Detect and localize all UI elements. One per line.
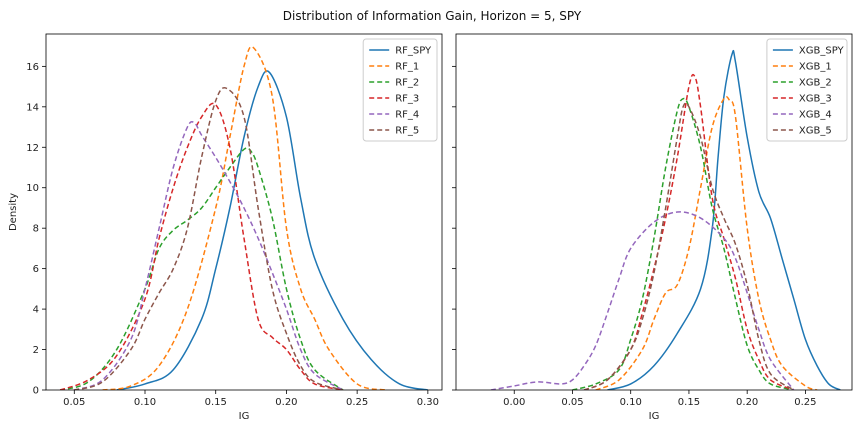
legend-label: RF_5 bbox=[395, 126, 419, 137]
series-line-xgb-1 bbox=[595, 95, 818, 390]
plot-lines bbox=[59, 46, 429, 390]
series-line-rf-2 bbox=[59, 147, 344, 390]
x-tick-label: 0.15 bbox=[678, 397, 700, 408]
legend-label: RF_3 bbox=[395, 94, 419, 105]
series-line-xgb-4 bbox=[490, 211, 795, 390]
series-line-rf-3 bbox=[59, 102, 344, 390]
y-tick-label: 0 bbox=[33, 386, 39, 397]
y-tick-label: 4 bbox=[33, 305, 39, 316]
legend: XGB_SPY XGB_1 XGB_2 XGB_3 XGB_4 XGB_5 bbox=[766, 38, 848, 142]
legend-label: XGB_5 bbox=[799, 126, 832, 137]
x-tick-label: 0.30 bbox=[417, 397, 439, 408]
figure-title: Distribution of Information Gain, Horizo… bbox=[283, 9, 582, 23]
y-tick-label: 6 bbox=[33, 264, 39, 275]
x-axis-label: IG bbox=[239, 411, 250, 422]
x-tick-label: 0.25 bbox=[346, 397, 368, 408]
y-tick-label: 10 bbox=[26, 183, 39, 194]
plot-lines bbox=[490, 49, 841, 390]
series-line-xgb-spy bbox=[607, 49, 841, 390]
y-tick-label: 8 bbox=[33, 224, 39, 235]
x-tick-label: 0.25 bbox=[794, 397, 816, 408]
series-line-rf-1 bbox=[102, 46, 386, 390]
series-line-xgb-3 bbox=[583, 73, 795, 390]
legend-label: RF_2 bbox=[395, 78, 419, 89]
plot-frame bbox=[455, 33, 853, 391]
x-tick-label: 0.10 bbox=[620, 397, 642, 408]
series-line-rf-spy bbox=[116, 70, 429, 390]
y-tick-label: 16 bbox=[26, 62, 39, 73]
y-tick-label: 14 bbox=[26, 102, 39, 113]
legend-label: XGB_3 bbox=[799, 94, 832, 105]
legend-label: RF_1 bbox=[395, 62, 419, 73]
series-line-xgb-5 bbox=[583, 102, 795, 390]
series-line-rf-4 bbox=[74, 120, 344, 390]
x-axis-label: IG bbox=[649, 411, 660, 422]
x-tick-label: 0.00 bbox=[503, 397, 525, 408]
x-tick-label: 0.10 bbox=[134, 397, 156, 408]
right-chart: 0.00 0.05 0.10 0.15 0.20 0.25IGXGB_SPYXGB_1XG… bbox=[452, 33, 853, 422]
x-tick-label: 0.15 bbox=[205, 397, 227, 408]
legend-label: RF_SPY bbox=[395, 46, 432, 57]
y-tick-label: 12 bbox=[26, 143, 39, 154]
legend-box bbox=[766, 38, 848, 142]
legend-label: XGB_2 bbox=[799, 78, 832, 89]
legend: RF_SPY RF_1 RF_2 RF_3 RF_4 RF_5 bbox=[362, 38, 438, 142]
x-tick-label: 0.20 bbox=[275, 397, 297, 408]
series-line-rf-5 bbox=[74, 87, 344, 390]
legend-label: XGB_4 bbox=[799, 110, 832, 121]
series-line-xgb-2 bbox=[572, 97, 794, 390]
x-tick-label: 0.20 bbox=[736, 397, 758, 408]
y-axis-label: Density bbox=[8, 193, 19, 231]
left-chart: 0.05 0.10 0.15 0.20 0.25 0.30 0 2 4 6 8 10 12 14 16 IG D… bbox=[8, 33, 443, 422]
x-tick-label: 0.05 bbox=[63, 397, 85, 408]
x-tick-label: 0.05 bbox=[561, 397, 583, 408]
legend-label: RF_4 bbox=[395, 110, 419, 121]
legend-box bbox=[362, 38, 438, 142]
legend-label: XGB_SPY bbox=[799, 46, 845, 57]
y-tick-label: 2 bbox=[33, 345, 39, 356]
legend-label: XGB_1 bbox=[799, 62, 832, 73]
plot-frame bbox=[45, 33, 443, 391]
